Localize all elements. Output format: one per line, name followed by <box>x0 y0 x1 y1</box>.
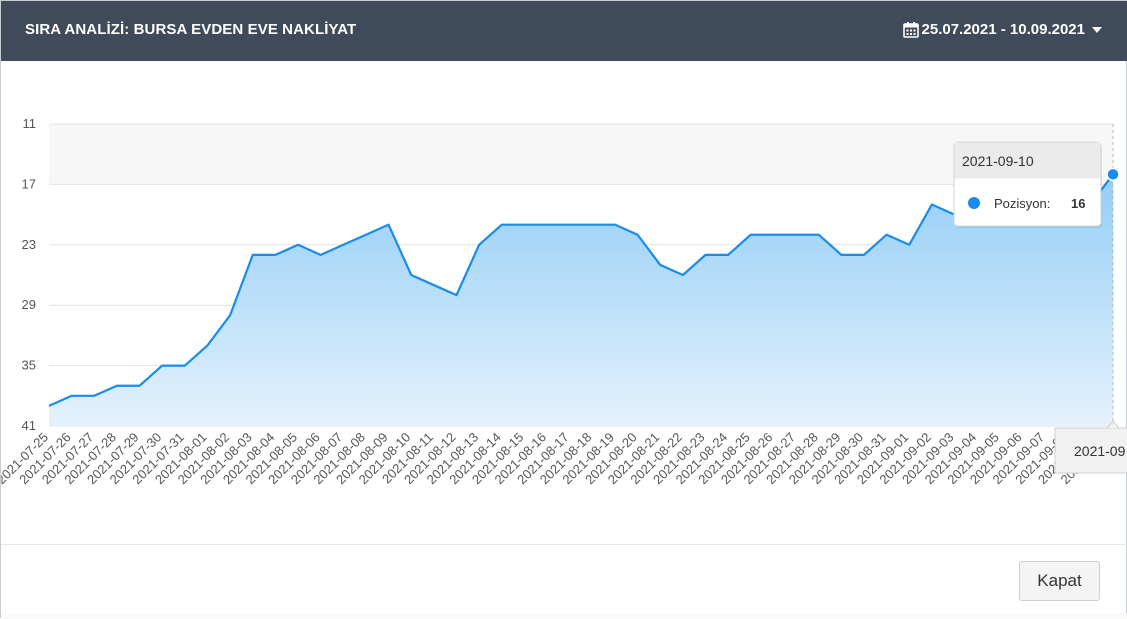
modal-title: SIRA ANALİZİ: BURSA EVDEN EVE NAKLİYAT <box>25 21 356 38</box>
y-tick-label: 35 <box>22 358 36 373</box>
crosshair-label: 2021-09 <box>1074 443 1126 459</box>
footer-divider <box>1 544 1127 545</box>
plot-band <box>49 124 1113 184</box>
tooltip-series-marker <box>968 197 980 209</box>
rank-chart: 1117232935412021-07-252021-07-262021-07-… <box>1 61 1127 541</box>
y-tick-label: 41 <box>22 418 36 433</box>
active-point-marker <box>1107 168 1119 180</box>
close-button[interactable]: Kapat <box>1019 561 1100 601</box>
date-range-label: 25.07.2021 - 10.09.2021 <box>922 21 1085 38</box>
calendar-icon <box>903 21 919 38</box>
date-range-picker[interactable]: 25.07.2021 - 10.09.2021 <box>903 21 1102 38</box>
y-tick-label: 29 <box>22 297 36 312</box>
area-fill <box>49 174 1113 426</box>
y-tick-label: 23 <box>22 237 36 252</box>
y-tick-label: 17 <box>22 176 36 191</box>
tooltip-value: 16 <box>1071 196 1085 211</box>
y-tick-label: 11 <box>23 116 37 131</box>
background-strip <box>1 613 1127 619</box>
modal-header: SIRA ANALİZİ: BURSA EVDEN EVE NAKLİYAT 2… <box>1 1 1127 61</box>
tooltip-date: 2021-09-10 <box>962 153 1034 169</box>
caret-down-icon <box>1092 27 1102 33</box>
tooltip-series-label: Pozisyon: <box>994 196 1050 211</box>
